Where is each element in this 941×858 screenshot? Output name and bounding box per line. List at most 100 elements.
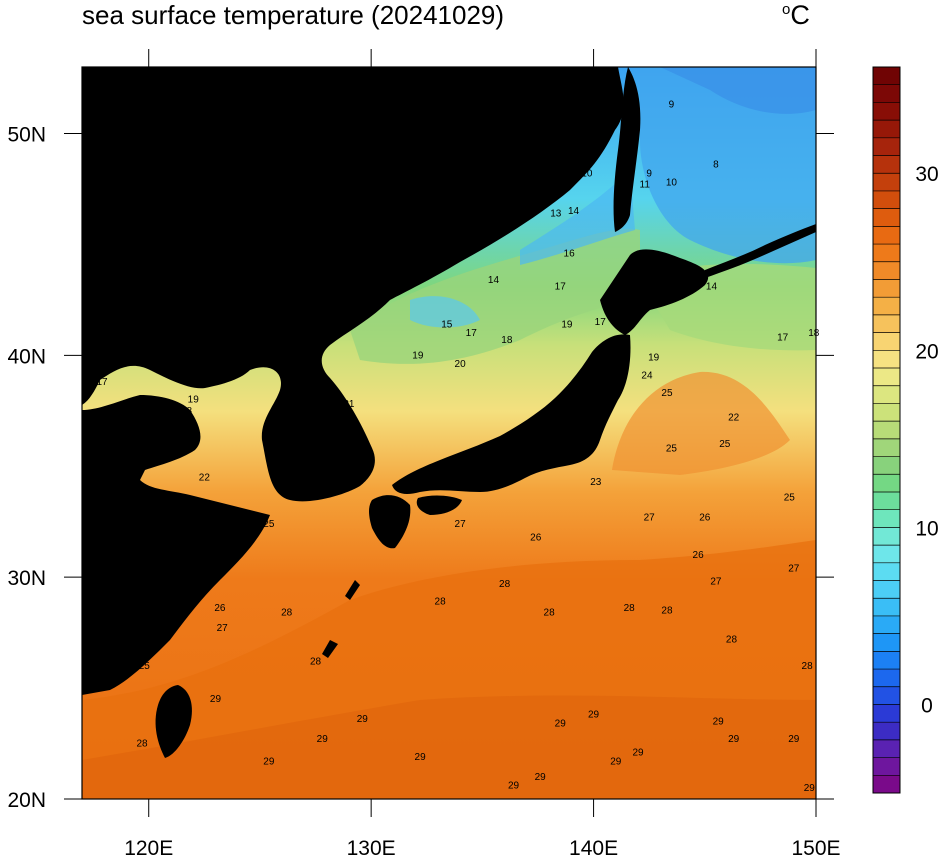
contour-label: 29: [804, 783, 816, 794]
contour-label: 29: [415, 752, 427, 763]
shikoku: [416, 495, 462, 515]
contour-label: 28: [499, 579, 511, 590]
contour-label: 9: [669, 100, 675, 111]
x-tick-label: 120E: [124, 837, 173, 858]
asia-continent: [82, 67, 624, 502]
colorbar-swatch: [873, 686, 900, 705]
colorbar-swatch: [873, 545, 900, 564]
contour-label: 28: [310, 656, 322, 667]
contour-label: 14: [706, 282, 718, 293]
y-tick-label: 50N: [7, 124, 46, 147]
x-tick-label: 150E: [791, 837, 840, 858]
contour-label: 29: [357, 714, 369, 725]
taiwan: [155, 685, 192, 758]
contour-label: 18: [653, 279, 665, 290]
contour-label: 29: [508, 781, 520, 792]
colorbar-swatch: [873, 633, 900, 652]
contour-label: 29: [728, 734, 740, 745]
contour-label: 25: [263, 519, 275, 530]
colorbar-swatch: [873, 456, 900, 475]
colorbar-swatch: [873, 775, 900, 794]
primorye-cold-water: [520, 170, 635, 265]
kuril-islands: [705, 224, 816, 278]
colorbar-tick-label: 30: [915, 163, 938, 186]
contour-label: 10: [666, 177, 678, 188]
colorbar-swatch: [873, 562, 900, 581]
okhotsk-coldest-water: [660, 67, 816, 114]
contour-label: 17: [96, 377, 108, 388]
land: [82, 67, 816, 758]
contour-label: 16: [564, 248, 576, 259]
colorbar-swatch: [873, 651, 900, 670]
contour-label: 29: [555, 719, 567, 730]
colorbar-swatch: [873, 261, 900, 280]
colorbar-swatch: [873, 173, 900, 192]
colorbar-swatch: [873, 350, 900, 369]
colorbar-swatch: [873, 155, 900, 174]
contour-label: 25: [784, 492, 796, 503]
kuroshio-extension: [612, 371, 790, 475]
contour-label: 25: [139, 661, 151, 672]
colorbar-swatch: [873, 509, 900, 528]
contour-label: 28: [435, 597, 447, 608]
contour-label: 9: [646, 168, 652, 179]
contour-label: 19: [412, 350, 424, 361]
unit-label: oC: [782, 0, 810, 31]
colorbar-swatch: [873, 438, 900, 457]
map-plot-area: [82, 67, 816, 799]
colorbar-swatch: [873, 527, 900, 546]
okhotsk-cold-water: [640, 67, 816, 264]
y-axis: 20N 30N 40N 50N: [7, 124, 834, 812]
contour-label: 28: [544, 608, 556, 619]
colorbar-tick-label: 10: [915, 517, 938, 540]
contour-label: 8: [713, 160, 719, 171]
contour-label: 23: [590, 477, 602, 488]
contour-label: 24: [188, 510, 200, 521]
y-tick-label: 20N: [7, 789, 46, 812]
colorbar-swatch: [873, 297, 900, 316]
contour-label: 18: [181, 406, 193, 417]
colorbar-swatch: [873, 385, 900, 404]
contour-label: 14: [488, 275, 500, 286]
unit-degree-sup: o: [782, 1, 791, 18]
contour-label: 29: [588, 710, 600, 721]
contour-label: 20: [183, 415, 195, 426]
contour-label: 19: [648, 353, 660, 364]
contour-label: 25: [666, 444, 678, 455]
japan-sea-cold-eddy: [410, 296, 480, 328]
contour-label: 17: [555, 282, 567, 293]
colorbar-swatch: [873, 669, 900, 688]
contour-label: 27: [788, 563, 800, 574]
colorbar-swatch: [873, 474, 900, 493]
contour-label: 21: [328, 435, 340, 446]
colorbar-swatch: [873, 314, 900, 333]
honshu: [392, 334, 631, 494]
japan-sea-cool-band: [350, 228, 640, 364]
colorbar-swatch: [873, 332, 900, 351]
contour-label: 29: [788, 734, 800, 745]
contour-label: 29: [610, 756, 622, 767]
contour-label: 22: [199, 472, 211, 483]
contour-label: 29: [210, 694, 222, 705]
x-tick-label: 140E: [569, 837, 618, 858]
contour-label: 26: [530, 532, 542, 543]
colorbar-swatch: [873, 208, 900, 227]
colorbar-swatch: [873, 739, 900, 758]
contour-label: 23: [161, 519, 173, 530]
contour-label: 29: [535, 772, 547, 783]
colorbar-swatch: [873, 421, 900, 440]
contour-label: 15: [441, 319, 453, 330]
ryukyu-islands: [322, 580, 360, 658]
colorbar-frame: [872, 66, 901, 794]
contour-label: 22: [728, 412, 740, 423]
contour-label: 17: [466, 328, 478, 339]
colorbar-swatch: [873, 102, 900, 121]
contour-label: 11: [640, 180, 651, 191]
contour-label: 18: [501, 335, 513, 346]
colorbar-swatch: [873, 67, 900, 86]
y-tick-label: 30N: [7, 567, 46, 590]
colorbar-swatch: [873, 84, 900, 103]
contour-label: 14: [568, 206, 580, 217]
contour-label: 27: [217, 623, 229, 634]
